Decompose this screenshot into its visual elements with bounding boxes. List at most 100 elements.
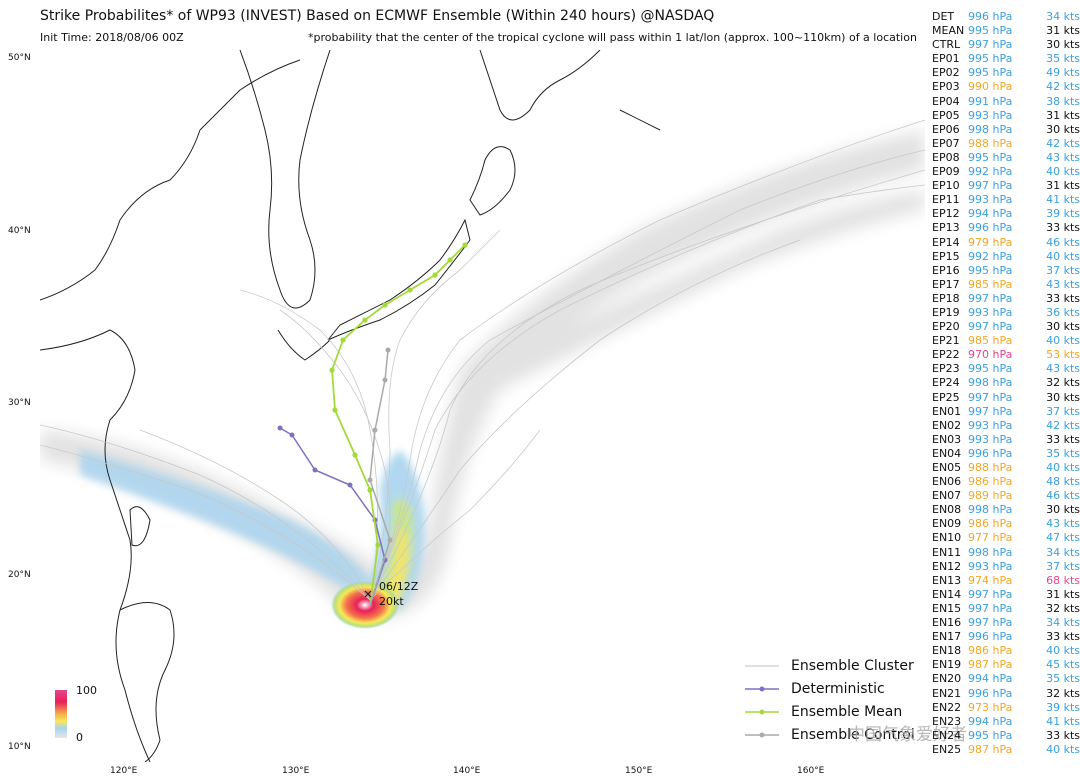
member-name: MEAN [932, 24, 965, 38]
member-row: EN19 987 hPa 45 kts [932, 658, 1080, 672]
member-row: EP06 998 hPa 30 kts [932, 123, 1080, 137]
member-row: EN03 993 hPa 33 kts [932, 433, 1080, 447]
member-row: EN15 997 hPa 32 kts [932, 602, 1080, 616]
probability-core [331, 581, 399, 629]
member-wind: 30 kts [1046, 503, 1080, 517]
member-row: EP03 990 hPa 42 kts [932, 80, 1080, 94]
legend: Ensemble Cluster Deterministic Ensemble … [745, 654, 915, 746]
member-pressure: 988 hPa [968, 136, 1013, 150]
member-pressure: 997 hPa [968, 616, 1013, 630]
member-row: EP23 995 hPa 43 kts [932, 362, 1080, 376]
legend-line-icon [745, 709, 779, 714]
member-row: EP25 997 hPa 30 kts [932, 391, 1080, 405]
member-name: EN02 [932, 418, 962, 432]
member-row: EN12 993 hPa 37 kts [932, 560, 1080, 574]
member-wind: 68 kts [1046, 573, 1080, 587]
member-wind: 32 kts [1046, 686, 1080, 700]
member-pressure: 992 hPa [968, 249, 1013, 263]
member-wind: 43 kts [1046, 362, 1080, 376]
member-wind: 43 kts [1046, 150, 1080, 164]
member-pressure: 995 hPa [968, 362, 1013, 376]
ensemble-mean-track [329, 242, 468, 606]
member-name: EN03 [932, 432, 962, 446]
member-row: EP01 995 hPa 35 kts [932, 52, 1080, 66]
member-name: EP03 [932, 80, 960, 94]
member-name: EN04 [932, 446, 962, 460]
probability-swath [80, 450, 425, 610]
member-name: EP23 [932, 362, 960, 376]
member-name: EN24 [932, 728, 962, 742]
member-wind: 37 kts [1046, 559, 1080, 573]
member-row: EN07 989 hPa 46 kts [932, 489, 1080, 503]
member-wind: 45 kts [1046, 658, 1080, 672]
member-pressure: 997 hPa [968, 404, 1013, 418]
legend-deterministic: Deterministic [745, 677, 915, 700]
member-row: EP11 993 hPa 41 kts [932, 193, 1080, 207]
member-row: EP10 997 hPa 31 kts [932, 179, 1080, 193]
member-name: EP18 [932, 291, 960, 305]
member-row: MEAN 995 hPa 31 kts [932, 24, 1080, 38]
member-wind: 40 kts [1046, 742, 1080, 756]
member-row: EP22 970 hPa 53 kts [932, 348, 1080, 362]
lat-label: 10°N [8, 742, 31, 752]
member-name: EP20 [932, 320, 960, 334]
member-pressure: 998 hPa [968, 122, 1013, 136]
member-row: EP21 985 hPa 40 kts [932, 334, 1080, 348]
ensemble-spread-shading [40, 130, 925, 620]
member-row: EP19 993 hPa 36 kts [932, 306, 1080, 320]
member-wind: 31 kts [1046, 179, 1080, 193]
member-pressure: 987 hPa [968, 742, 1013, 756]
member-wind: 38 kts [1046, 94, 1080, 108]
member-name: EN20 [932, 672, 962, 686]
member-pressure: 995 hPa [968, 24, 1013, 38]
member-pressure: 996 hPa [968, 686, 1013, 700]
legend-line-icon [745, 732, 779, 737]
member-name: EN05 [932, 461, 962, 474]
member-name: EN06 [932, 475, 962, 489]
member-wind: 49 kts [1046, 66, 1080, 80]
member-name: DET [932, 10, 955, 23]
member-pressure: 997 hPa [968, 320, 1013, 334]
colorbar-min: 0 [76, 731, 83, 744]
member-pressure: 995 hPa [968, 728, 1013, 742]
member-row: EP05 993 hPa 31 kts [932, 109, 1080, 123]
lat-label: 40°N [8, 226, 31, 236]
member-row: EN24 995 hPa 33 kts [932, 729, 1080, 743]
legend-label: Deterministic [791, 680, 885, 697]
colorbar [55, 690, 67, 738]
member-row: EP17 985 hPa 43 kts [932, 278, 1080, 292]
member-name: EP02 [932, 66, 960, 80]
member-wind: 48 kts [1046, 475, 1080, 489]
member-wind: 33 kts [1046, 630, 1080, 644]
member-row: EN18 986 hPa 40 kts [932, 644, 1080, 658]
init-time: Init Time: 2018/08/06 00Z [40, 31, 184, 44]
member-wind: 42 kts [1046, 80, 1080, 94]
ensemble-cluster-tracks [40, 119, 925, 601]
member-pressure: 996 hPa [968, 446, 1013, 460]
member-name: EP05 [932, 108, 960, 122]
member-name: EP07 [932, 136, 960, 150]
member-pressure: 986 hPa [968, 475, 1013, 489]
member-row: EN20 994 hPa 35 kts [932, 672, 1080, 686]
member-wind: 42 kts [1046, 136, 1080, 150]
member-wind: 30 kts [1046, 38, 1080, 52]
member-name: EP13 [932, 221, 960, 235]
member-wind: 32 kts [1046, 601, 1080, 615]
member-name: EP21 [932, 334, 960, 348]
member-name: EN09 [932, 517, 962, 531]
member-name: EP15 [932, 249, 960, 263]
member-wind: 42 kts [1046, 418, 1080, 432]
member-pressure: 994 hPa [968, 672, 1013, 686]
member-row: EN23 994 hPa 41 kts [932, 715, 1080, 729]
member-wind: 43 kts [1046, 517, 1080, 531]
member-row: EP04 991 hPa 38 kts [932, 95, 1080, 109]
member-wind: 32 kts [1046, 376, 1080, 390]
lat-label: 50°N [8, 53, 31, 63]
member-pressure: 996 hPa [968, 10, 1013, 23]
member-row: EP18 997 hPa 33 kts [932, 292, 1080, 306]
member-pressure: 994 hPa [968, 207, 1013, 221]
member-row: EP13 996 hPa 33 kts [932, 221, 1080, 235]
member-pressure: 993 hPa [968, 432, 1013, 446]
member-wind: 31 kts [1046, 24, 1080, 38]
member-wind: 31 kts [1046, 108, 1080, 122]
